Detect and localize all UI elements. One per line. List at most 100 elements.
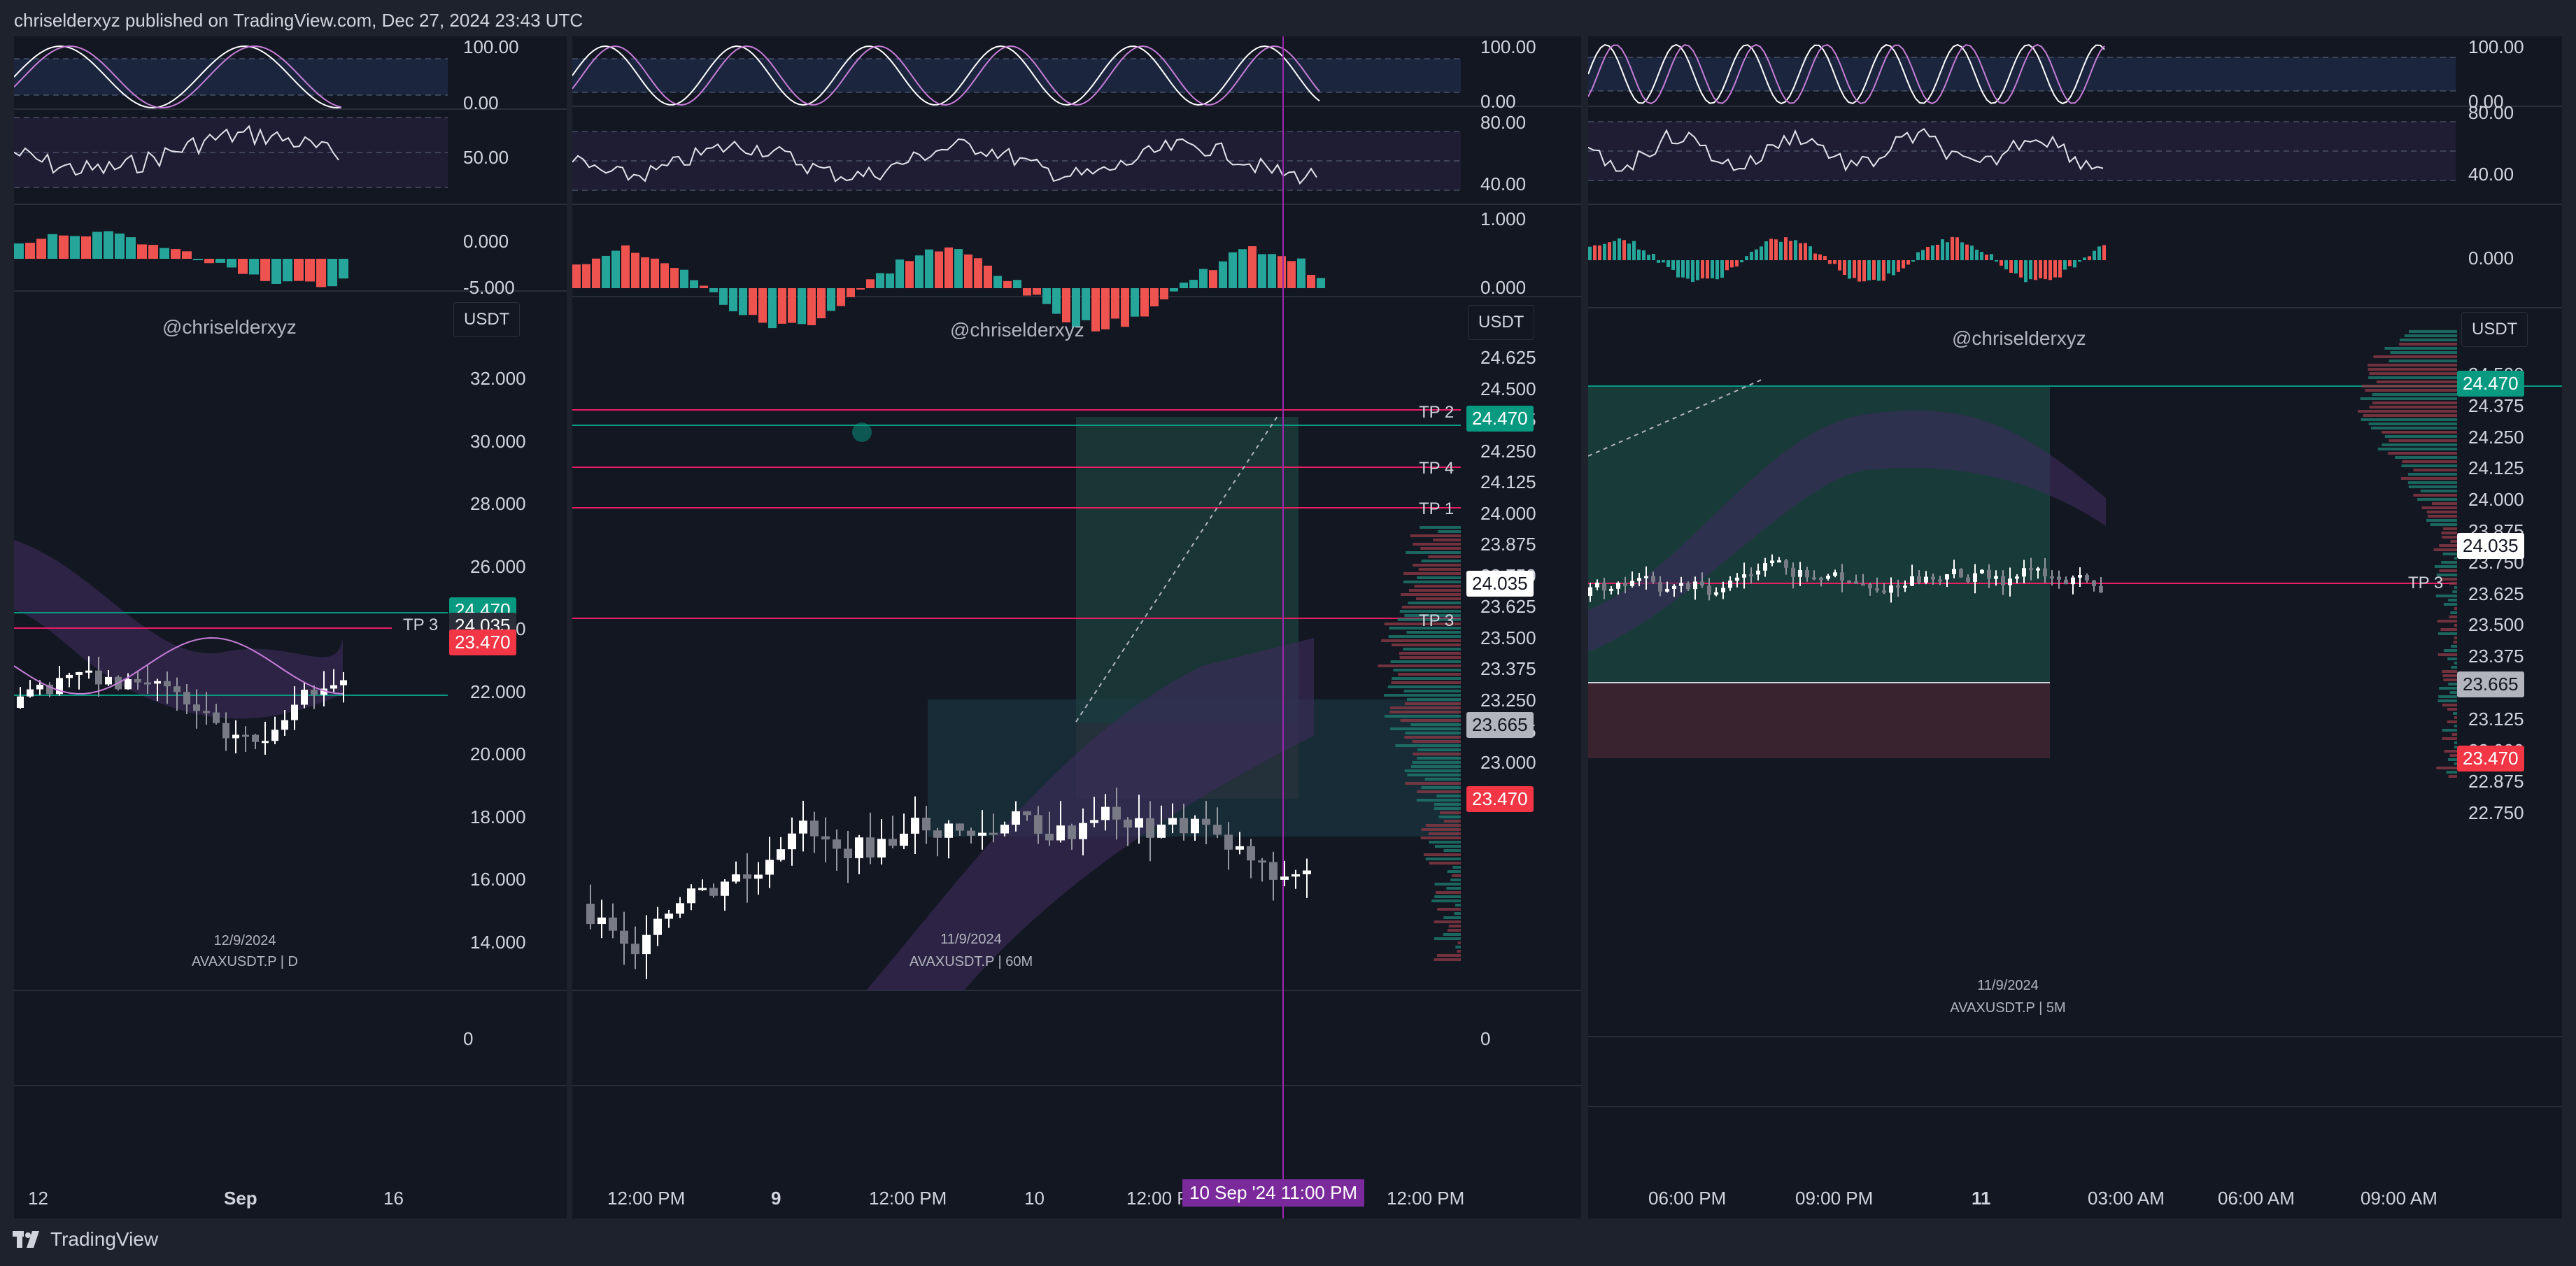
- candle-body: [1784, 560, 1788, 568]
- osc1-scale-bottom: 0.00: [1480, 91, 1516, 112]
- volume-profile-bar: [1412, 761, 1461, 764]
- chart-canvas-60m[interactable]: [572, 36, 1581, 1218]
- volume-profile-bar: [2450, 611, 2457, 614]
- histogram-bar: [1843, 260, 1846, 276]
- volume-profile-bar: [2454, 586, 2457, 589]
- time-label: 16: [383, 1188, 404, 1209]
- currency-button[interactable]: USDT: [1468, 305, 1535, 340]
- volume-profile-bar: [2452, 590, 2457, 593]
- currency-button[interactable]: USDT: [2461, 312, 2528, 347]
- histogram-bar: [1593, 245, 1597, 260]
- candle-body: [144, 682, 151, 685]
- histogram-bar: [1701, 260, 1704, 279]
- volume-profile-bar: [2443, 678, 2457, 681]
- candle-body: [1700, 581, 1704, 586]
- histogram-bar: [1936, 244, 1939, 260]
- volume-profile-bar: [1403, 648, 1461, 650]
- chart-canvas-daily[interactable]: [14, 36, 567, 1218]
- tp-label: TP 2: [1419, 403, 1455, 422]
- histogram-bar: [1838, 260, 1841, 271]
- volume-profile-bar: [1391, 681, 1461, 684]
- chart-date: 11/9/2024: [940, 932, 1002, 947]
- candle-body: [193, 704, 200, 711]
- volume-profile-bar: [1418, 568, 1461, 571]
- time-label: 09:00 AM: [2361, 1188, 2437, 1209]
- candle-body: [967, 830, 975, 836]
- chart-panel-daily[interactable]: 100.00 0.00 50.00 0.000 -5.000 USDT @chr…: [14, 36, 567, 1218]
- histogram-bar: [1013, 280, 1021, 288]
- candle-body: [1012, 811, 1020, 825]
- volume-profile-bar: [1413, 564, 1461, 567]
- volume-profile-bar: [1383, 694, 1461, 697]
- histogram-bar: [837, 288, 845, 306]
- candle-body: [232, 734, 239, 739]
- price-scale-label: 23.500: [1480, 627, 1536, 648]
- tp-label: TP 3: [1419, 611, 1455, 630]
- candle-body: [1763, 563, 1767, 571]
- histogram-bar: [2053, 260, 2057, 278]
- histogram-bar: [739, 288, 747, 315]
- histogram-bar: [2044, 260, 2047, 280]
- osc2-scale-bottom: 40.00: [2468, 164, 2514, 185]
- chart-date: 11/9/2024: [1977, 978, 2039, 993]
- volume-profile-bar: [2446, 771, 2457, 774]
- watermark: @chriselderxyz: [162, 316, 297, 338]
- histogram-bar: [1003, 280, 1012, 288]
- histogram-bar: [611, 250, 620, 288]
- histogram-bar: [993, 276, 1002, 288]
- histogram-bar: [1052, 288, 1061, 314]
- candle-body: [2092, 580, 2096, 586]
- histogram-bar: [602, 255, 610, 288]
- histogram-bar: [984, 265, 992, 288]
- chart-canvas-5m[interactable]: [1588, 36, 2562, 1218]
- volume-profile-bar: [1410, 765, 1461, 768]
- candle-body: [1798, 569, 1802, 577]
- histogram-bar: [905, 261, 914, 288]
- histogram-bar: [2083, 257, 2086, 260]
- volume-profile-bar: [1438, 530, 1461, 533]
- chart-panel-60m[interactable]: 100.00 0.00 80.00 40.00 1.000 0.000 USDT…: [572, 36, 1581, 1218]
- volume-profile-bar: [2376, 380, 2457, 383]
- histogram-bar: [215, 259, 225, 263]
- candle-body: [1191, 818, 1199, 834]
- candle-body: [1045, 834, 1054, 841]
- candle-body: [1658, 582, 1662, 592]
- histogram-bar: [1823, 256, 1827, 260]
- currency-button[interactable]: USDT: [453, 302, 521, 337]
- price-tag-grey: 23.665: [1466, 712, 1534, 738]
- histogram-bar: [1062, 288, 1070, 322]
- stoch-d-line: [572, 45, 1320, 106]
- volume-profile-bar: [2382, 431, 2457, 434]
- histogram-bar: [807, 288, 816, 325]
- chart-panel-5m[interactable]: 100.00 0.00 80.00 40.00 0.000 USDT @chri…: [1588, 36, 2562, 1218]
- chart-date: 12/9/2024: [213, 933, 276, 948]
- osc3-scale: 0.000: [2468, 248, 2514, 269]
- price-tag-red: 23.470: [1466, 786, 1534, 812]
- histogram-bar: [1209, 270, 1217, 288]
- volume-profile-bar: [1385, 715, 1461, 718]
- volume-profile-bar: [2439, 569, 2457, 572]
- volume-profile-bar: [2442, 704, 2457, 706]
- candle-body: [1749, 574, 1753, 577]
- volume-profile-bar: [1387, 685, 1461, 688]
- candle-body: [855, 837, 863, 858]
- price-scale-label: 24.250: [1480, 440, 1536, 462]
- histogram-bar: [2078, 260, 2081, 262]
- volume-profile-bar: [1420, 547, 1461, 550]
- histogram-bar: [70, 236, 80, 259]
- candle-body: [1994, 576, 1998, 579]
- osc2-scale-top: 80.00: [1480, 112, 1527, 133]
- volume-profile-bar: [2451, 733, 2457, 736]
- candle-body: [743, 874, 751, 879]
- candle-body: [956, 823, 964, 831]
- histogram-bar: [1706, 260, 1709, 279]
- price-scale-label: 14.000: [470, 931, 526, 953]
- candle-body: [1258, 860, 1266, 863]
- volume-profile-bar: [2369, 406, 2457, 408]
- osc1-scale-bottom: 0.00: [2468, 91, 2504, 112]
- volume-profile-bar: [1381, 639, 1461, 642]
- volume-profile-bar: [1410, 534, 1461, 537]
- histogram-bar: [1745, 256, 1748, 260]
- time-label: 11: [1972, 1188, 1991, 1209]
- volume-profile-bar: [1393, 669, 1461, 671]
